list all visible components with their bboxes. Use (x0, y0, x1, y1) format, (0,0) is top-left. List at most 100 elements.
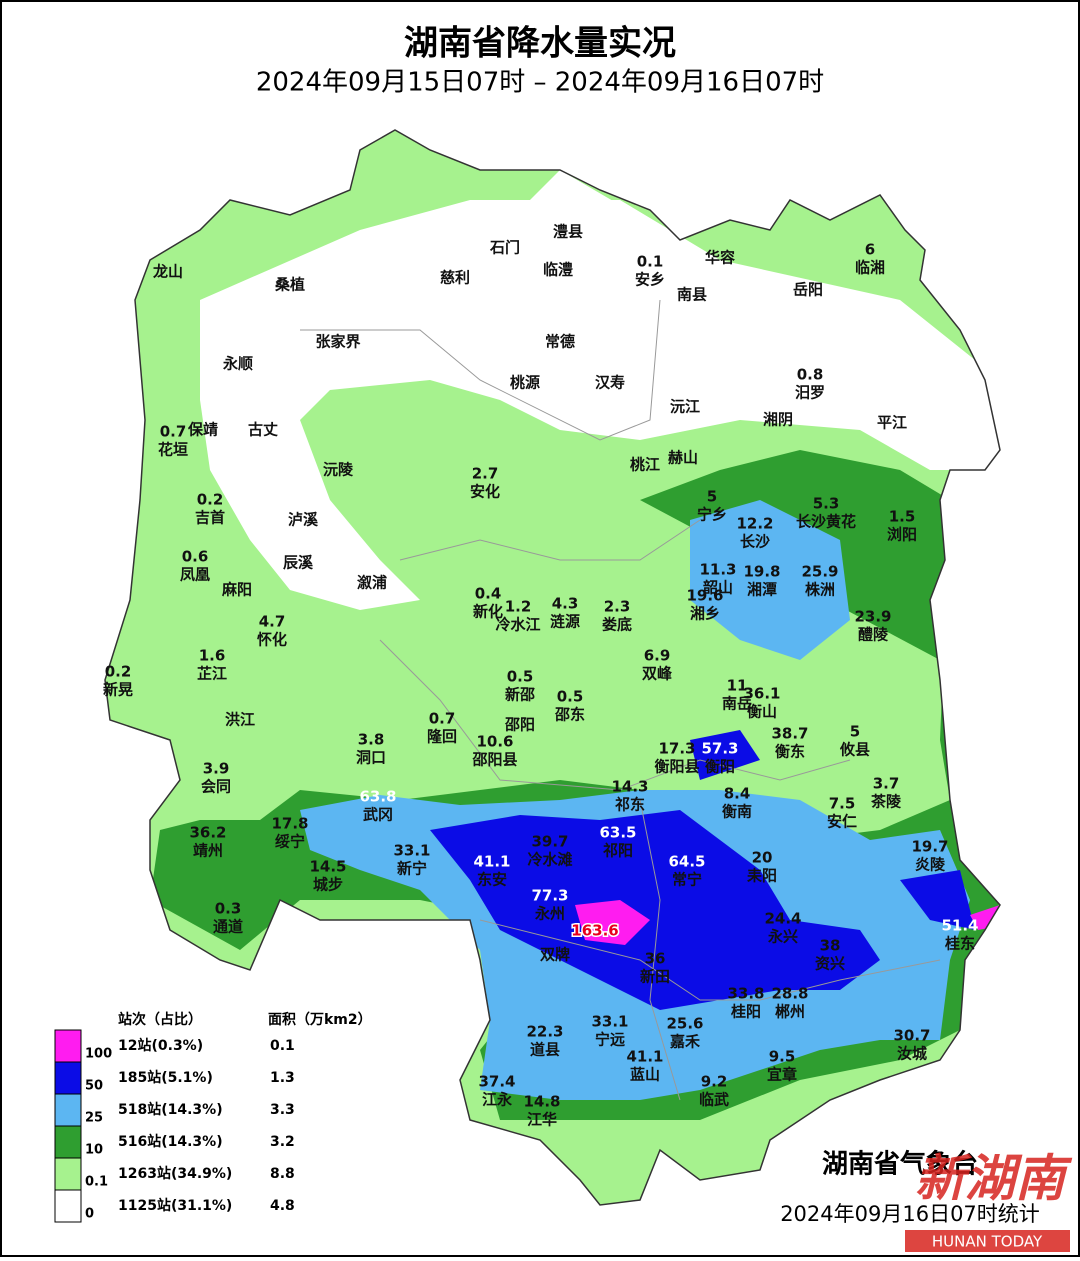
legend-swatch (54, 1189, 82, 1223)
place-name: 临湘 (855, 259, 885, 277)
place-name: 衡阳县 (654, 758, 699, 776)
place-value: 0.6 (182, 548, 209, 566)
place-name: 新邵 (505, 686, 535, 704)
place-name: 宜章 (767, 1066, 797, 1084)
watermark-sub: HUNAN TODAY (932, 1233, 1043, 1251)
place-value: 64.5 (668, 853, 705, 871)
place-name: 永兴 (767, 928, 798, 946)
place-name: 新宁 (397, 860, 427, 878)
place-value: 38.7 (771, 725, 808, 743)
watermark-band (905, 1230, 1070, 1252)
place-value: 22.3 (526, 1023, 563, 1041)
place-value: 30.7 (893, 1027, 930, 1045)
place-value: 9.2 (701, 1073, 728, 1091)
place-value: 0.5 (557, 688, 584, 706)
place-name: 花垣 (158, 441, 188, 459)
legend-stations: 1263站(34.9%) (118, 1165, 232, 1182)
place-name: 沅陵 (323, 461, 354, 479)
legend-area: 8.8 (270, 1166, 295, 1182)
place-name: 江华 (527, 1111, 557, 1129)
place-name: 衡南 (722, 803, 752, 821)
place-name: 双峰 (642, 665, 673, 683)
legend-area: 4.8 (270, 1198, 295, 1214)
place-name: 澧县 (553, 223, 583, 241)
place-name: 古丈 (248, 421, 278, 439)
place-value: 0.7 (160, 423, 187, 441)
place-value: 9.5 (769, 1048, 796, 1066)
place-name: 吉首 (195, 509, 225, 527)
legend-stations: 185站(5.1%) (118, 1069, 213, 1086)
place-name: 邵阳 (504, 716, 535, 734)
place-name: 攸县 (839, 741, 870, 759)
place-name: 辰溪 (283, 554, 314, 572)
place-value: 0.5 (507, 668, 534, 686)
place-name: 南岳 (722, 695, 752, 713)
legend-stations: 12站(0.3%) (118, 1037, 203, 1054)
legend-threshold: 25 (85, 1111, 103, 1126)
place-name: 靖州 (193, 842, 223, 860)
stamp: 2024年09月16日07时统计 (780, 1202, 1040, 1226)
place-value: 33.1 (591, 1013, 628, 1031)
place-name: 临澧 (543, 261, 573, 279)
place-name: 浏阳 (887, 526, 917, 544)
place-name: 安乡 (635, 271, 665, 289)
place-name: 龙山 (152, 263, 183, 281)
place-name: 湘潭 (747, 581, 777, 599)
place-value: 11 (727, 677, 748, 695)
place-value: 36 (645, 950, 666, 968)
place-name: 蓝山 (630, 1066, 660, 1084)
place-name: 永州 (534, 905, 565, 923)
place-value: 12.2 (736, 515, 773, 533)
place-value: 6 (865, 241, 875, 259)
place-name: 常德 (545, 333, 575, 351)
legend-threshold: 50 (85, 1079, 103, 1094)
legend: 站次（占比） 面积（万km2） 12站(0.3%) 0.1 185站(5.1%) 1.… (54, 1011, 372, 1223)
place-name: 安仁 (827, 813, 857, 831)
place-name: 南县 (677, 286, 707, 304)
place-name: 江永 (482, 1091, 513, 1109)
place-value: 33.1 (393, 842, 430, 860)
place-name: 汨罗 (795, 384, 825, 402)
province-border (104, 129, 1001, 1206)
place-name: 邵阳县 (471, 751, 517, 769)
place-name: 涟源 (550, 613, 580, 631)
place-value: 1.5 (889, 508, 916, 526)
place-value: 7.5 (829, 795, 856, 813)
place-name: 汝城 (897, 1045, 927, 1063)
place-value: 0.3 (215, 900, 242, 918)
place-name: 常宁 (672, 871, 702, 889)
legend-area: 3.2 (270, 1134, 295, 1150)
legend-header: 面积（万km2） (268, 1011, 372, 1028)
place-name: 泸溪 (288, 511, 319, 529)
place-value: 14.8 (523, 1093, 560, 1111)
place-name: 溆浦 (357, 574, 387, 592)
legend-threshold: 0 (85, 1207, 94, 1222)
place-name: 祁东 (615, 796, 645, 814)
legend-stations: 516站(14.3%) (118, 1133, 223, 1150)
place-value: 51.4 (941, 917, 978, 935)
place-value: 0.4 (475, 585, 502, 603)
place-name: 冷水江 (495, 616, 540, 634)
place-value: 163.6 (571, 922, 618, 940)
place-value: 1.6 (199, 647, 226, 665)
place-value: 2.3 (604, 598, 631, 616)
place-name: 新化 (473, 603, 503, 621)
place-name: 新田 (640, 968, 670, 986)
place-value: 4.7 (259, 613, 286, 631)
place-name: 桃江 (630, 456, 660, 474)
watermark: 新湖南 (915, 1150, 1073, 1208)
place-value: 23.9 (854, 608, 891, 626)
place-name: 芷江 (197, 665, 227, 683)
place-name: 宁乡 (697, 506, 727, 524)
legend-area: 3.3 (270, 1102, 295, 1118)
place-value: 19.8 (743, 563, 780, 581)
place-name: 慈利 (440, 269, 470, 287)
place-name: 桂东 (944, 935, 975, 953)
place-value: 3.9 (203, 760, 230, 778)
place-value: 41.1 (473, 853, 510, 871)
place-value: 14.3 (611, 778, 648, 796)
place-name: 炎陵 (915, 856, 946, 874)
place-name: 怀化 (257, 631, 287, 649)
place-name: 醴陵 (858, 626, 889, 644)
legend-swatch (54, 1125, 82, 1159)
